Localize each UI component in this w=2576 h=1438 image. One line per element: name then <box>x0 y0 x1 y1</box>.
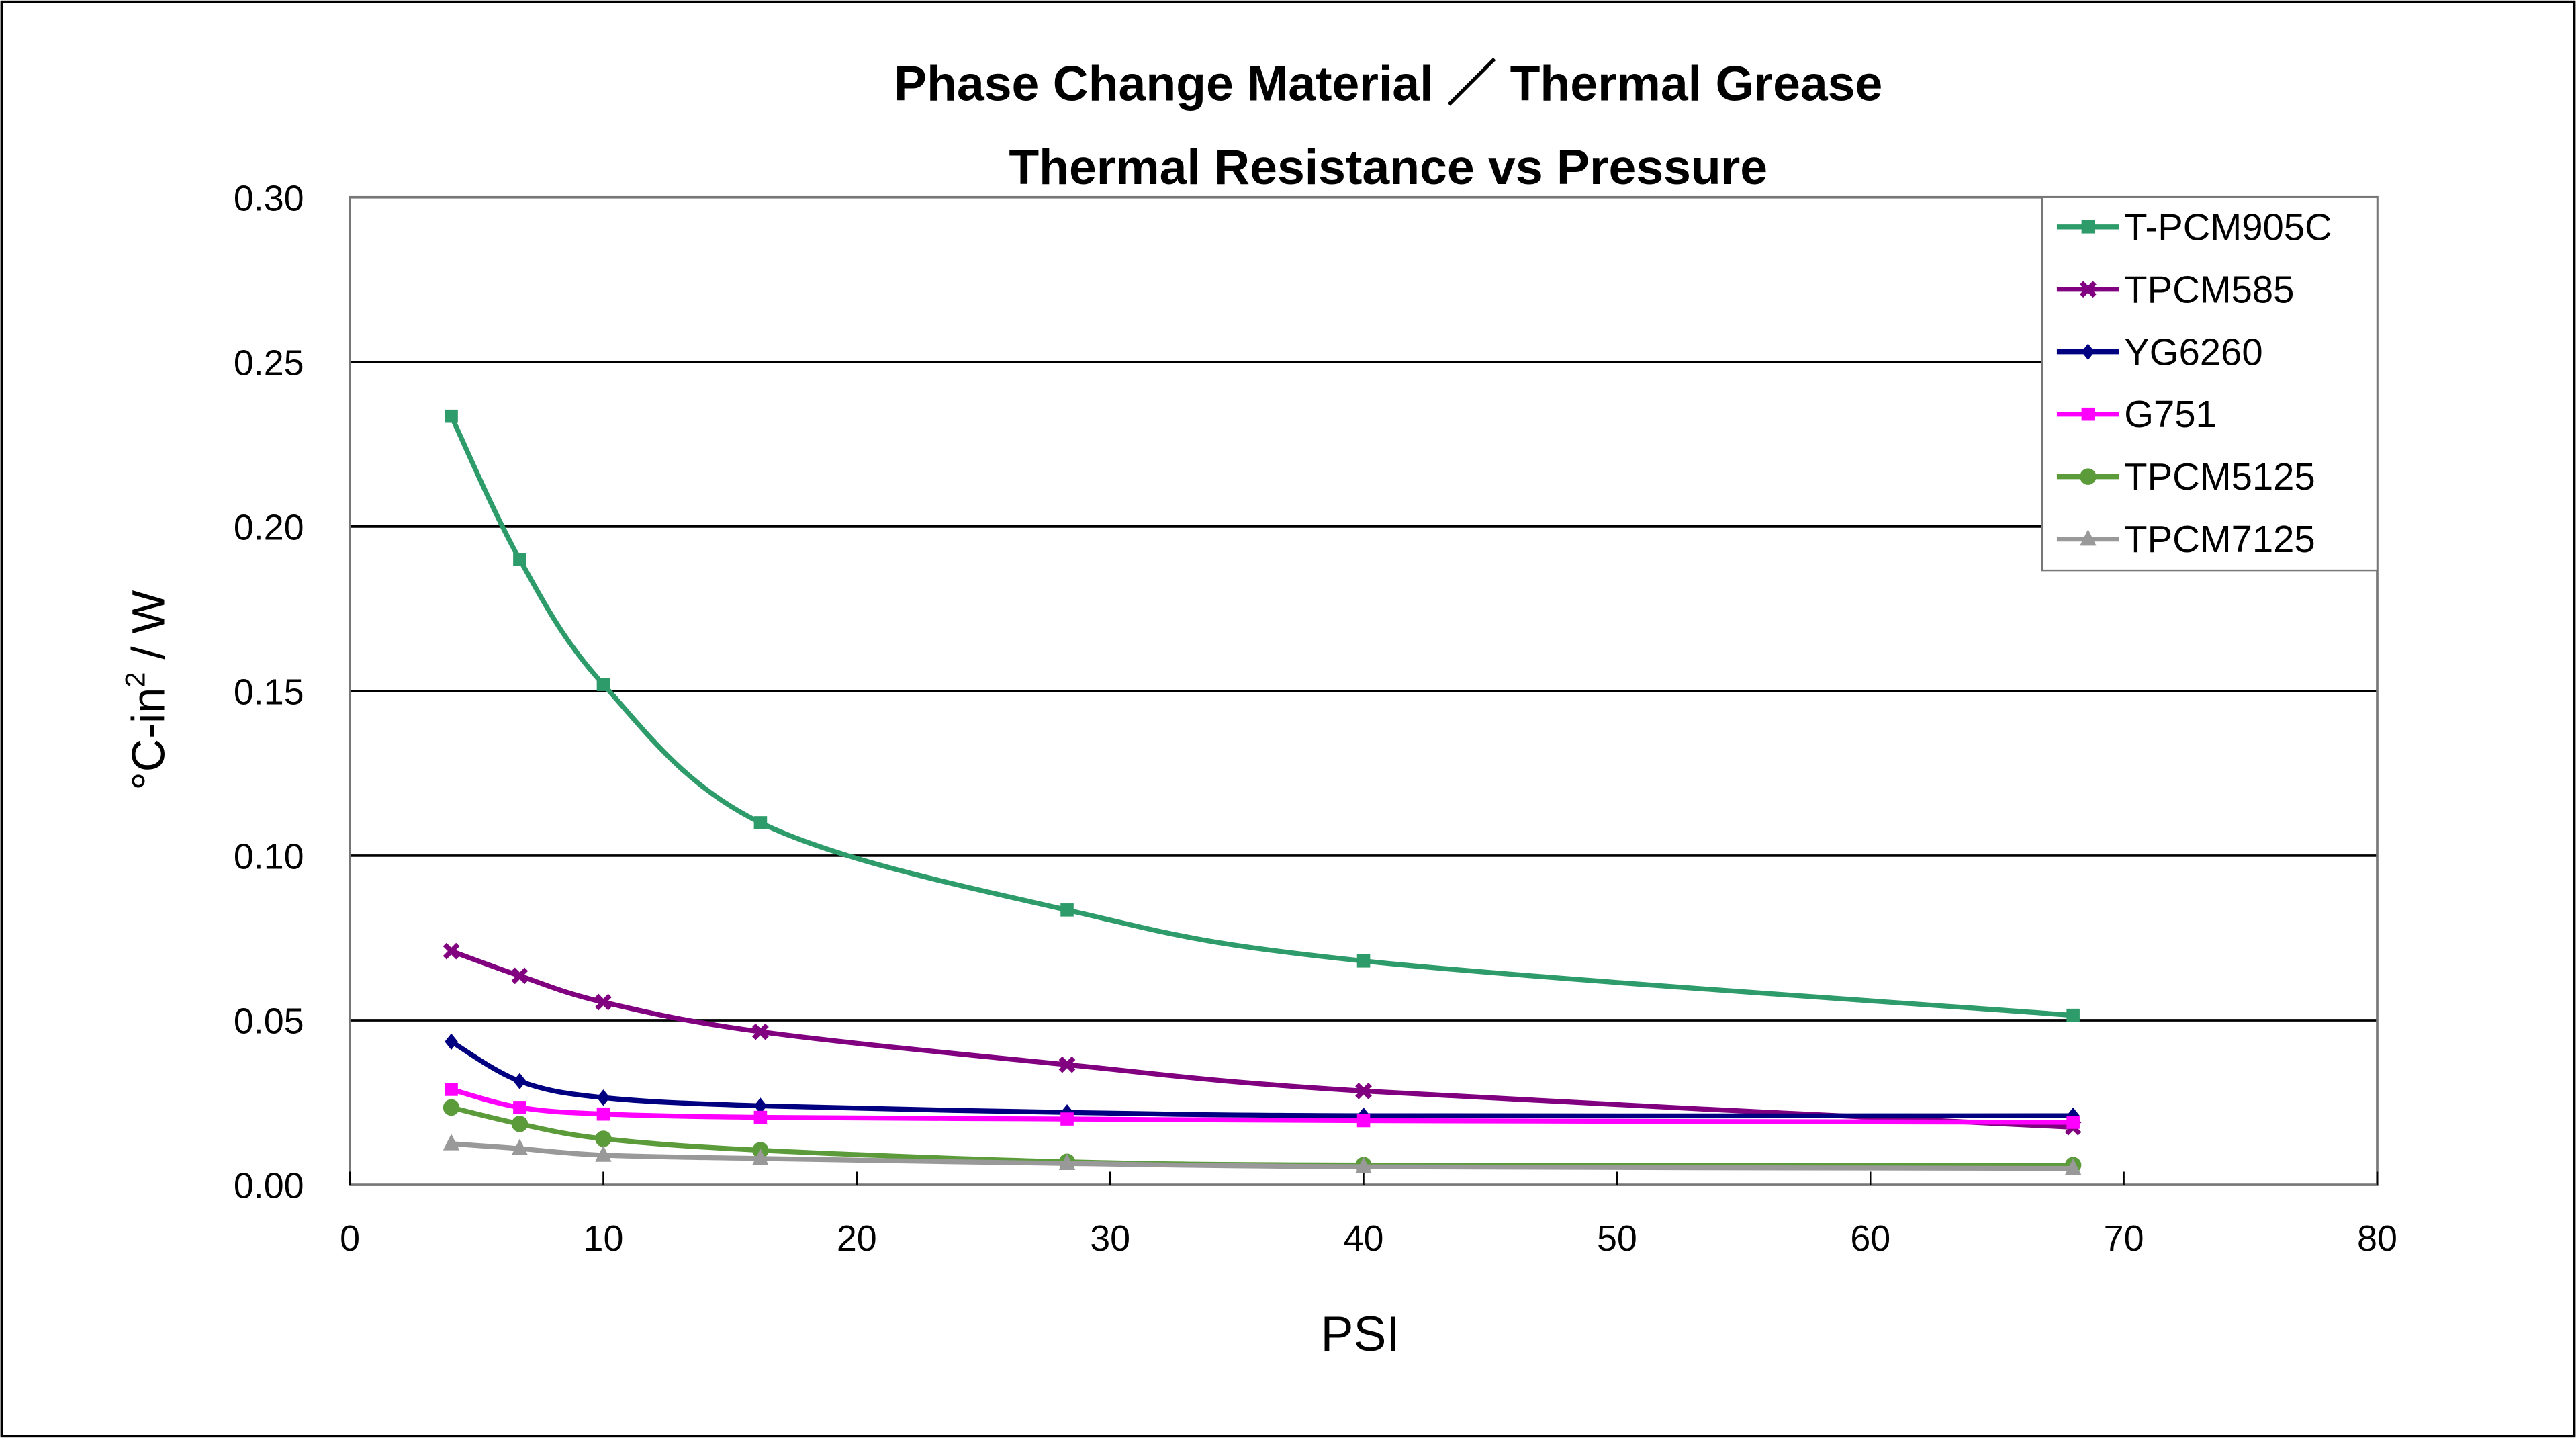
data-point <box>445 1033 458 1050</box>
series-group <box>443 409 2082 1175</box>
data-point <box>1060 1112 1074 1126</box>
x-tick-label: 20 <box>837 1218 877 1259</box>
data-point <box>752 1149 769 1165</box>
series-TPCM7125 <box>443 1134 2082 1175</box>
data-point <box>513 1073 526 1089</box>
data-point <box>511 967 528 985</box>
data-point <box>443 1099 460 1116</box>
data-point <box>2066 1008 2080 1022</box>
x-tick-label: 60 <box>1850 1218 1890 1259</box>
series-G751 <box>445 1083 2080 1129</box>
x-tick-label: 30 <box>1090 1218 1130 1259</box>
data-point <box>513 553 526 566</box>
data-point <box>752 1023 769 1040</box>
data-point <box>1355 1157 1372 1173</box>
legend-entry: G751 <box>2056 393 2217 435</box>
x-tick-label: 10 <box>584 1218 624 1259</box>
legend: T-PCM905C TPCM585 YG6260 G751 TPCM5125 TPCM71… <box>2041 196 2379 572</box>
legend-label: T-PCM905C <box>2124 206 2332 248</box>
y-axis-label-sup: 2 <box>119 672 150 688</box>
legend-entry: TPCM7125 <box>2056 518 2315 560</box>
series-line <box>450 948 2074 1130</box>
data-point <box>1355 1083 1372 1099</box>
y-tick-label: 0.30 <box>234 178 304 218</box>
legend-label: TPCM5125 <box>2124 455 2315 498</box>
y-tick-label: 0.15 <box>234 672 304 712</box>
legend-label: TPCM585 <box>2124 268 2294 310</box>
y-tick-label: 0.20 <box>234 507 304 547</box>
x-tick-label: 0 <box>340 1218 360 1259</box>
data-point <box>596 678 610 691</box>
series-line <box>451 1141 2074 1171</box>
data-point <box>595 1130 612 1147</box>
legend-box <box>2041 196 2379 572</box>
legend-marker <box>2080 529 2097 546</box>
series-line <box>450 1039 2074 1119</box>
data-point <box>596 1089 610 1106</box>
y-axis-label: °C-in2 / W <box>119 590 174 790</box>
legend-label: G751 <box>2124 393 2217 435</box>
legend-entry: T-PCM905C <box>2056 206 2332 248</box>
x-tick-label: 40 <box>1344 1218 1384 1259</box>
series-line <box>449 415 2074 1018</box>
data-point <box>511 1116 528 1132</box>
data-point <box>513 1101 526 1114</box>
data-point <box>1058 1153 1076 1170</box>
data-point <box>595 1145 612 1162</box>
legend-label: YG6260 <box>2124 330 2262 373</box>
y-tick-label: 0.05 <box>234 1001 304 1042</box>
y-tick-label: 0.10 <box>234 837 304 877</box>
data-point <box>445 1083 458 1096</box>
x-axis-label: PSI <box>1321 1306 1400 1361</box>
legend-label: TPCM7125 <box>2124 518 2315 560</box>
x-tick-label: 50 <box>1597 1218 1637 1259</box>
legend-entry: TPCM585 <box>2056 268 2294 310</box>
data-point <box>596 1107 610 1121</box>
y-tick-label: 0.00 <box>234 1166 304 1206</box>
data-point <box>595 993 612 1011</box>
data-point <box>443 1134 460 1151</box>
legend-marker <box>2081 220 2095 234</box>
legend-marker <box>2081 407 2095 421</box>
series-line <box>451 1087 2074 1125</box>
data-point <box>511 1138 528 1155</box>
data-point <box>2064 1158 2082 1175</box>
data-point <box>1060 903 1074 917</box>
data-point <box>443 942 460 960</box>
axes: 0.00 0.05 0.10 0.15 0.20 0.25 0.30 0 10 20 30 40 50 6… <box>234 178 2397 1259</box>
chart-title-line2: Thermal Resistance vs Pressure <box>1009 140 1767 195</box>
y-tick-label: 0.25 <box>234 343 304 383</box>
data-point <box>445 409 458 423</box>
chart-title-line1: Phase Change Material ／ Thermal Grease <box>894 56 1882 111</box>
data-point <box>1356 1114 1371 1128</box>
x-tick-label: 80 <box>2357 1218 2397 1259</box>
legend-entry: TPCM5125 <box>2056 455 2315 498</box>
data-point <box>1356 954 1371 968</box>
series-T-PCM905C <box>445 409 2080 1022</box>
legend-marker <box>2080 468 2097 485</box>
y-axis-label-tail: / W <box>123 590 175 672</box>
legend-marker <box>2080 281 2097 298</box>
data-point <box>753 816 768 829</box>
data-point <box>2066 1116 2080 1129</box>
data-point <box>1058 1056 1076 1073</box>
y-axis-label-base: °C-in <box>123 688 175 791</box>
x-tick-label: 70 <box>2104 1218 2144 1259</box>
data-point <box>753 1110 768 1124</box>
